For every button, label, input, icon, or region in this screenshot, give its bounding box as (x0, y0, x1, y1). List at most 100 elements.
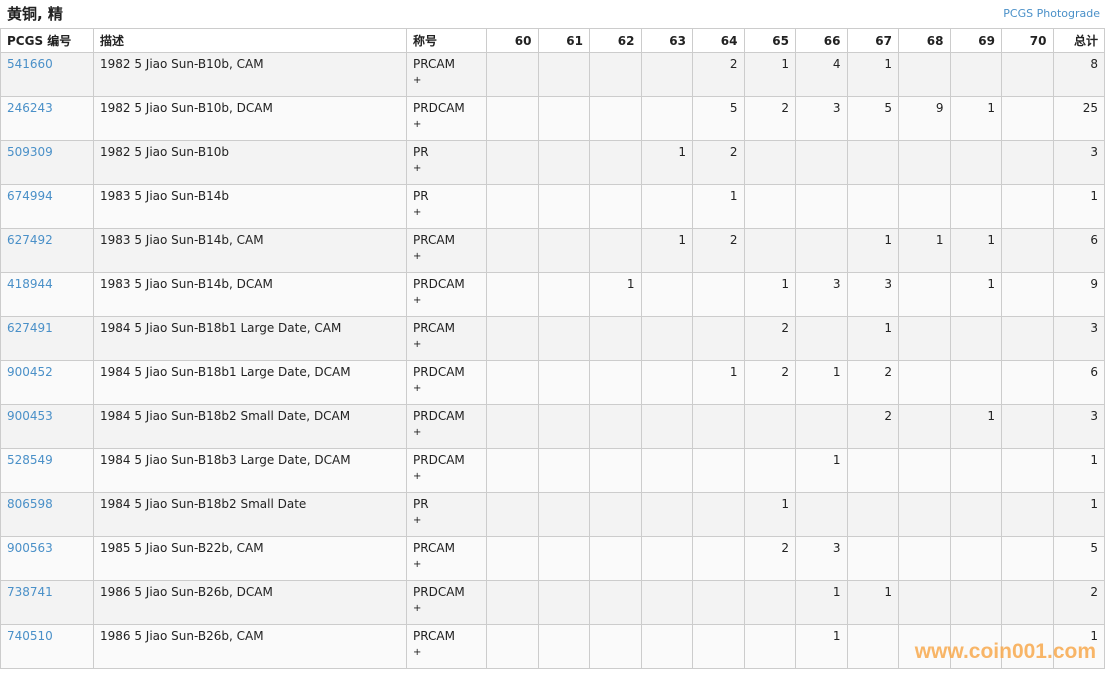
grade-count-cell (743, 228, 796, 273)
grade-count-cell: 1 (692, 184, 745, 229)
pcgs-number-cell: 674994 (0, 184, 94, 229)
grade-count-cell (640, 580, 693, 625)
column-header: 68 (898, 28, 951, 53)
description-cell: 1982 5 Jiao Sun-B10b, CAM (93, 52, 407, 97)
designation: PR (413, 189, 429, 203)
pcgs-number-link[interactable]: 806598 (7, 497, 53, 511)
pcgs-number-link[interactable]: 418944 (7, 277, 53, 291)
grade-count-cell (846, 536, 899, 581)
grade-count-cell: 2 (692, 228, 745, 273)
designation-cell: PRCAM + (406, 228, 487, 273)
population-table: PCGS 编号 描述 称号 60 61 62 63 64 65 66 67 68 69 70 总计 5416… (0, 28, 1105, 669)
grade-count-cell (486, 536, 539, 581)
grade-count-cell: 1 (743, 492, 796, 537)
grade-count-cell (537, 404, 590, 449)
pcgs-number-link[interactable]: 900563 (7, 541, 53, 555)
pcgs-number-link[interactable]: 246243 (7, 101, 53, 115)
description-cell: 1982 5 Jiao Sun-B10b, DCAM (93, 96, 407, 141)
total-cell: 8 (1052, 52, 1105, 97)
grade-count-cell (898, 580, 951, 625)
grade-count-cell: 2 (743, 96, 796, 141)
grade-count-cell (1001, 360, 1054, 405)
grade-count-cell (795, 316, 848, 361)
grade-count-cell (640, 360, 693, 405)
grade-count-cell (949, 360, 1002, 405)
grade-count-cell: 3 (795, 536, 848, 581)
grade-count-cell (1001, 184, 1054, 229)
designation: PR (413, 497, 429, 511)
total-cell: 3 (1052, 404, 1105, 449)
designation-cell: PRDCAM + (406, 404, 487, 449)
grade-count-cell (486, 448, 539, 493)
pcgs-number-cell: 740510 (0, 624, 94, 669)
grade-count-cell (949, 316, 1002, 361)
grade-count-cell (743, 580, 796, 625)
grade-count-cell: 2 (743, 536, 796, 581)
total-cell: 1 (1052, 184, 1105, 229)
grade-count-cell (486, 492, 539, 537)
plus-marker: + (413, 119, 422, 130)
designation: PRDCAM (413, 365, 465, 379)
grade-count-cell (537, 272, 590, 317)
grade-count-cell (795, 228, 848, 273)
column-header: 67 (846, 28, 899, 53)
pcgs-number-link[interactable]: 740510 (7, 629, 53, 643)
table-row: 418944 1983 5 Jiao Sun-B14b, DCAM PRDCAM +1… (0, 272, 1105, 317)
pcgs-number-link[interactable]: 509309 (7, 145, 53, 159)
grade-count-cell (640, 96, 693, 141)
pcgs-photograde-link[interactable]: PCGS Photograde (1003, 7, 1100, 20)
grade-count-cell: 2 (692, 140, 745, 185)
grade-count-cell (1001, 536, 1054, 581)
grade-count-cell (846, 624, 899, 669)
column-header: 称号 (406, 28, 487, 53)
total-cell: 25 (1052, 96, 1105, 141)
pcgs-number-link[interactable]: 900453 (7, 409, 53, 423)
grade-count-cell (486, 580, 539, 625)
grade-count-cell (537, 580, 590, 625)
designation-cell: PRCAM + (406, 316, 487, 361)
pcgs-number-link[interactable]: 627492 (7, 233, 53, 247)
pcgs-number-link[interactable]: 738741 (7, 585, 53, 599)
grade-count-cell: 9 (898, 96, 951, 141)
grade-count-cell (1001, 140, 1054, 185)
grade-count-cell (743, 140, 796, 185)
grade-count-cell (949, 492, 1002, 537)
designation: PR (413, 145, 429, 159)
plus-marker: + (413, 647, 422, 658)
grade-count-cell (1001, 448, 1054, 493)
designation: PRDCAM (413, 585, 465, 599)
pcgs-number-link[interactable]: 627491 (7, 321, 53, 335)
grade-count-cell: 2 (846, 360, 899, 405)
column-header: 69 (949, 28, 1002, 53)
grade-count-cell: 2 (743, 360, 796, 405)
grade-count-cell (743, 624, 796, 669)
pcgs-number-link[interactable]: 900452 (7, 365, 53, 379)
grade-count-cell (898, 404, 951, 449)
grade-count-cell (589, 52, 642, 97)
plus-marker: + (413, 251, 422, 262)
grade-count-cell (589, 360, 642, 405)
grade-count-cell: 1 (949, 228, 1002, 273)
designation: PRCAM (413, 57, 455, 71)
grade-count-cell: 2 (692, 52, 745, 97)
table-row: 246243 1982 5 Jiao Sun-B10b, DCAM PRDCAM +5… (0, 96, 1105, 141)
column-header: 70 (1001, 28, 1054, 53)
grade-count-cell: 1 (795, 448, 848, 493)
grade-count-cell (537, 360, 590, 405)
pcgs-number-cell: 627491 (0, 316, 94, 361)
column-header: 63 (640, 28, 693, 53)
grade-count-cell (640, 448, 693, 493)
pcgs-number-link[interactable]: 674994 (7, 189, 53, 203)
pcgs-number-link[interactable]: 528549 (7, 453, 53, 467)
column-header: 60 (486, 28, 539, 53)
grade-count-cell (692, 536, 745, 581)
grade-count-cell (743, 448, 796, 493)
grade-count-cell (846, 140, 899, 185)
plus-marker: + (413, 471, 422, 482)
plus-marker: + (413, 163, 422, 174)
grade-count-cell (589, 96, 642, 141)
total-cell: 6 (1052, 228, 1105, 273)
column-header: 62 (589, 28, 642, 53)
pcgs-number-link[interactable]: 541660 (7, 57, 53, 71)
grade-count-cell (589, 140, 642, 185)
